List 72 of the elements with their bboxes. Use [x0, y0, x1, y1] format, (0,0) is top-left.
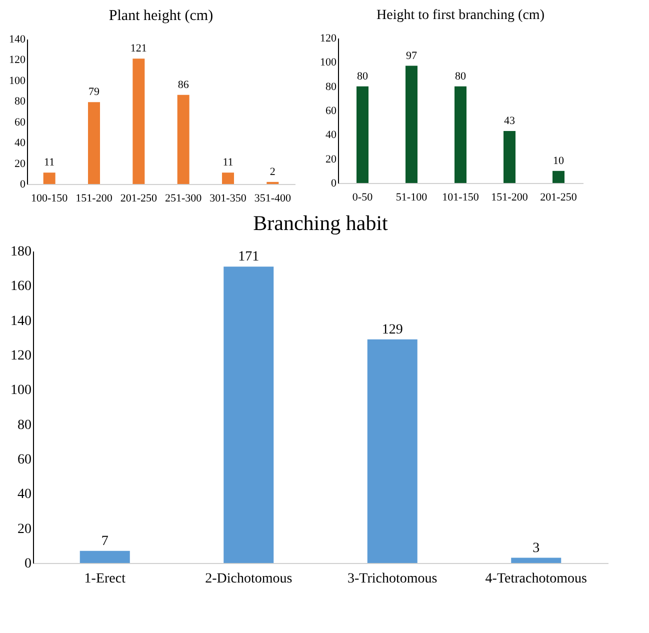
y-tick-label: 100 — [9, 74, 26, 87]
x-tick-label: 201-250 — [540, 192, 578, 204]
chart-title: Branching habit — [253, 211, 388, 235]
bar — [43, 172, 56, 184]
bar — [132, 58, 145, 184]
x-tick-label: 1-Erect — [84, 572, 126, 586]
bar — [356, 86, 368, 183]
data-label: 3 — [532, 540, 540, 556]
y-tick-label: 80 — [14, 96, 26, 108]
x-tick-label: 251-300 — [164, 192, 202, 204]
data-label: 97 — [406, 50, 418, 62]
y-tick-label: 60 — [14, 116, 26, 128]
y-tick-label: 180 — [10, 244, 32, 260]
x-tick-label: 101-150 — [442, 192, 480, 204]
y-tick-label: 0 — [24, 556, 32, 572]
data-label: 7 — [101, 534, 108, 549]
y-tick-label: 0 — [20, 178, 26, 190]
x-tick-label: 151-200 — [76, 192, 113, 204]
data-label: 121 — [130, 42, 147, 55]
x-tick-label: 351-400 — [254, 192, 292, 204]
y-tick-label: 60 — [326, 105, 337, 117]
y-tick-label: 140 — [10, 314, 32, 329]
data-label: 10 — [553, 154, 564, 167]
y-tick-label: 40 — [14, 137, 26, 150]
y-tick-label: 40 — [326, 129, 337, 142]
chart-title: Plant height (cm) — [108, 8, 214, 24]
y-tick-label: 0 — [331, 178, 337, 190]
y-tick-label: 100 — [320, 56, 337, 69]
bar — [88, 102, 100, 184]
y-tick-label: 40 — [18, 487, 32, 502]
x-tick-label: 4-Tetrachotomous — [485, 572, 587, 586]
y-tick-label: 120 — [10, 348, 32, 364]
data-label: 86 — [178, 78, 190, 91]
y-tick-label: 20 — [326, 153, 337, 166]
bar — [552, 170, 564, 183]
bar — [511, 558, 562, 563]
data-label: 80 — [455, 70, 466, 82]
y-tick-label: 80 — [326, 80, 337, 93]
bar — [224, 266, 274, 563]
bar — [367, 339, 418, 563]
x-tick-label: 0-50 — [352, 192, 374, 204]
bar — [454, 86, 466, 183]
x-tick-label: 3-Trichotomous — [348, 572, 438, 586]
bar — [222, 172, 234, 184]
bar — [177, 94, 190, 184]
x-tick-label: 301-350 — [210, 192, 247, 204]
x-tick-label: 201-250 — [120, 192, 158, 204]
bar — [406, 66, 418, 183]
x-tick-label: 100-150 — [30, 192, 68, 204]
data-label: 2 — [270, 166, 276, 178]
y-tick-label: 20 — [14, 158, 26, 170]
data-label: 80 — [357, 70, 368, 82]
bar — [80, 550, 130, 563]
x-tick-label: 2-Dichotomous — [205, 572, 292, 586]
y-tick-label: 120 — [320, 32, 337, 44]
y-tick-label: 140 — [9, 34, 26, 46]
data-label: 11 — [222, 156, 234, 169]
x-tick-label: 151-200 — [491, 192, 528, 204]
y-tick-label: 20 — [18, 522, 32, 537]
data-label: 43 — [504, 115, 516, 128]
y-tick-label: 100 — [10, 383, 32, 398]
y-tick-label: 60 — [18, 452, 32, 468]
y-tick-label: 160 — [10, 279, 32, 294]
data-label: 171 — [238, 250, 260, 265]
data-label: 129 — [382, 322, 403, 338]
data-label: 79 — [88, 86, 100, 98]
data-label: 11 — [44, 156, 55, 169]
x-tick-label: 51-100 — [396, 192, 428, 204]
y-tick-label: 120 — [9, 54, 26, 66]
y-tick-label: 80 — [18, 418, 32, 433]
chart-title: Height to first branching (cm) — [376, 8, 545, 23]
bar — [504, 131, 516, 183]
